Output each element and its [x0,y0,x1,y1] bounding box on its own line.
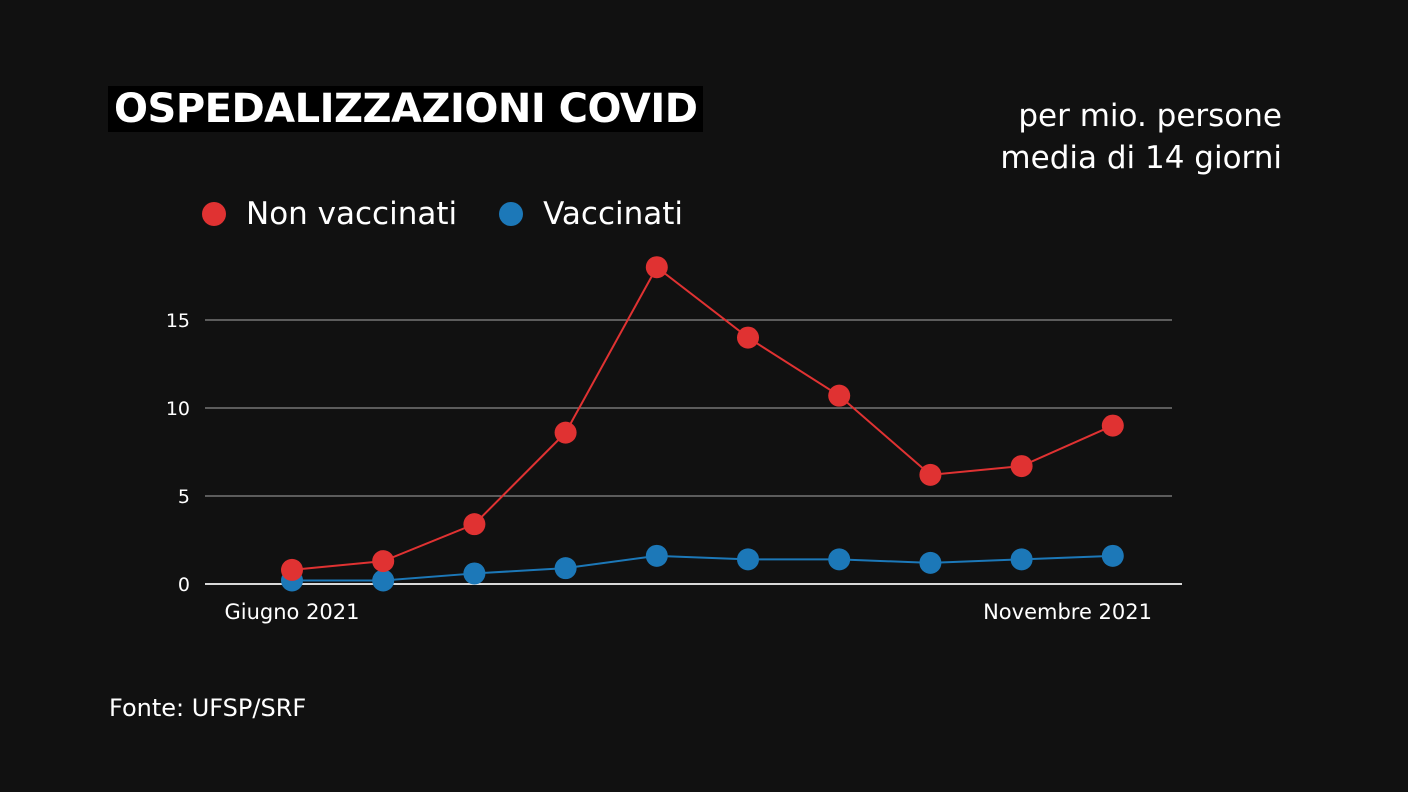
y-tick-label-10: 10 [166,398,190,420]
data-point-vaccinati-5 [737,548,759,571]
legend-label-vaccinati: Vaccinati [543,196,684,232]
data-point-non-vaccinati-8 [1010,455,1033,478]
subtitle-line-1: per mio. persone [1018,98,1282,134]
series-line-vaccinati [292,554,1113,582]
legend-label-non-vaccinati: Non vaccinati [246,196,458,232]
data-point-vaccinati-2 [463,562,486,585]
chart-subtitle: per mio. persone media di 14 giorni [1000,95,1282,179]
data-point-vaccinati-7 [919,551,942,574]
data-point-non-vaccinati-7 [919,463,942,486]
legend-item-vaccinati: Vaccinati [499,196,683,232]
data-point-vaccinati-4 [645,544,668,567]
data-point-vaccinati-3 [554,557,577,580]
data-point-non-vaccinati-9 [1101,414,1124,437]
x-label-end: Novembre 2021 [983,600,1152,624]
legend-dot-vaccinati [499,202,524,226]
legend-item-non-vaccinati: Non vaccinati [202,196,457,232]
chart-legend: Non vaccinati Vaccinati [202,196,725,232]
series-line-non-vaccinati [291,265,1114,571]
data-point-non-vaccinati-0 [281,558,303,581]
data-point-vaccinati-9 [1101,544,1124,567]
source-note: Fonte: UFSP/SRF [109,694,307,722]
legend-dot-non-vaccinati [202,202,226,226]
y-tick-label-15: 15 [166,310,190,332]
chart-title-box: OSPEDALIZZAZIONI COVID [108,86,704,132]
x-label-start: Giugno 2021 [224,600,359,624]
data-point-vaccinati-6 [828,548,851,571]
data-point-non-vaccinati-3 [554,421,577,444]
data-point-non-vaccinati-4 [645,256,668,279]
data-point-non-vaccinati-5 [737,326,759,349]
y-tick-label-5: 5 [178,486,190,508]
data-point-non-vaccinati-1 [372,550,395,573]
data-point-non-vaccinati-6 [828,384,851,407]
y-tick-label-0: 0 [178,574,190,596]
chart-title: OSPEDALIZZAZIONI COVID [114,86,698,132]
data-point-vaccinati-1 [372,569,395,592]
data-point-vaccinati-8 [1010,548,1033,571]
subtitle-line-2: media di 14 giorni [1000,140,1282,176]
data-point-non-vaccinati-2 [463,513,486,536]
